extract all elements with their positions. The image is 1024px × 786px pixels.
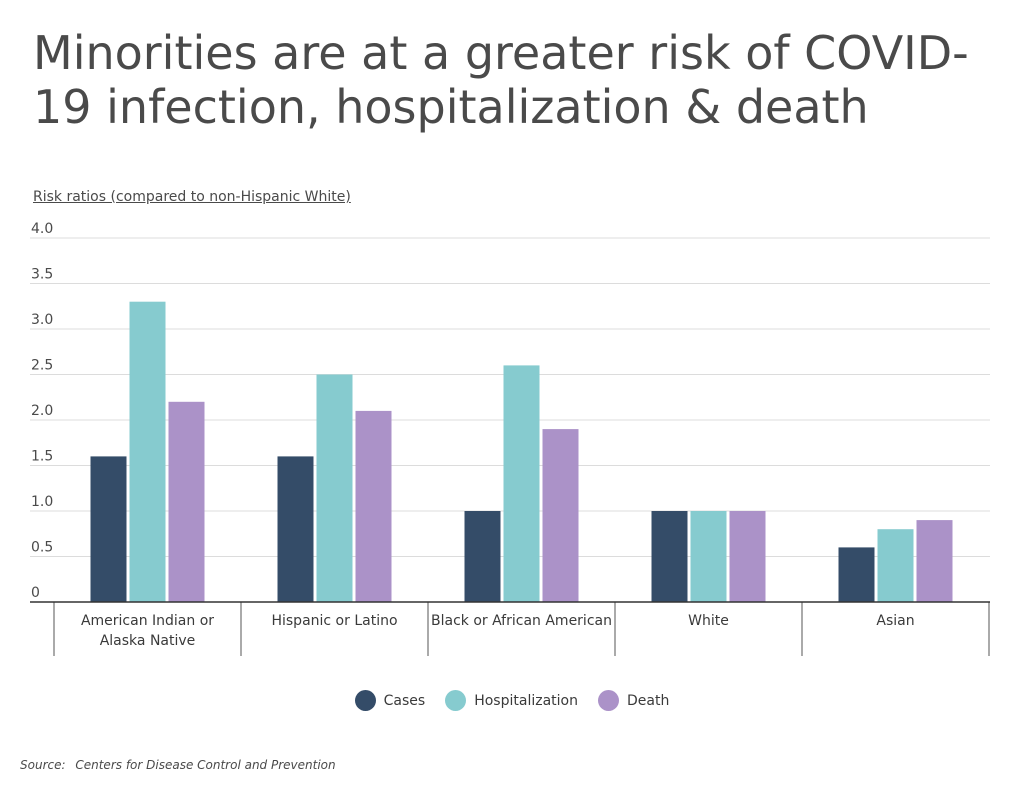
y-tick-label: 1.5 [31,449,53,465]
bar-hospitalization [877,529,914,602]
bar-cases [277,456,314,602]
bar-cases [90,456,127,602]
bar-cases [651,511,688,602]
legend-swatch [597,690,619,711]
x-tick-label-line: White [688,613,729,629]
legend-label: Cases [383,692,426,709]
y-tick-label: 0.5 [31,540,53,556]
x-tick-label-line: Hispanic or Latino [271,613,397,629]
source-note: Source: Centers for Disease Control and … [20,758,336,772]
chart-title: Minorities are at a greater risk of COVI… [33,26,969,134]
bar-hospitalization [316,374,353,602]
y-tick-label: 1.0 [31,494,53,510]
x-tick-label: Asian [876,613,914,629]
y-tick-label: 0 [31,585,40,601]
bar-death [916,520,953,602]
bar-hospitalization [129,301,166,602]
bar-death [355,410,392,602]
bar-hospitalization [690,511,727,602]
bar-hospitalization [503,365,540,602]
y-axis-label: Risk ratios (compared to non-Hispanic Wh… [33,189,351,205]
bar-death [729,511,766,602]
legend-item: Cases [354,690,426,711]
y-tick-label: 3.5 [31,267,53,283]
legend-item: Hospitalization [445,690,578,711]
y-tick-label: 2.0 [31,403,53,419]
y-tick-label: 3.0 [31,312,53,328]
y-tick-label: 4.0 [31,221,53,237]
x-tick-label: Hispanic or Latino [271,613,397,629]
legend-label: Death [626,692,670,709]
source-label: Source: [20,758,66,772]
legend-swatch [354,690,376,711]
source-text: Centers for Disease Control and Preventi… [75,758,336,772]
x-tick-label-line: Asian [876,613,914,629]
bar-cases [464,511,501,602]
legend-item: Death [597,690,670,711]
x-tick-label: Black or African American [431,613,612,629]
legend-label: Hospitalization [474,692,578,709]
x-tick-label-line: Alaska Native [100,633,196,649]
x-tick-label-line: American Indian or [81,613,214,629]
bar-cases [838,547,875,602]
x-tick-label: White [688,613,729,629]
x-tick-label-line: Black or African American [431,613,612,629]
bar-death [542,429,579,602]
bar-death [168,401,205,602]
y-tick-label: 2.5 [31,358,53,374]
legend-swatch [445,690,467,711]
legend: Cases Hospitalization Death [0,690,1024,711]
x-tick-label: American Indian or Alaska Native [81,613,214,649]
